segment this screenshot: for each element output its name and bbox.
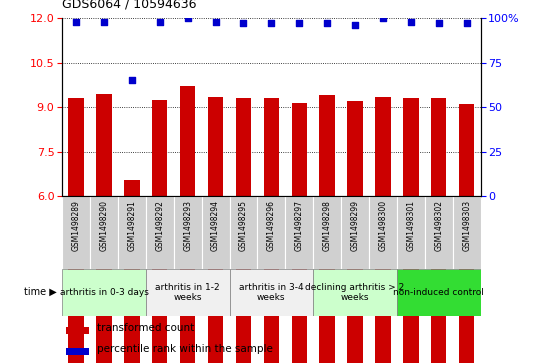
Bar bbox=[124, 180, 139, 363]
Text: GSM1498300: GSM1498300 bbox=[379, 200, 388, 251]
Text: non-induced control: non-induced control bbox=[393, 288, 484, 297]
Text: GDS6064 / 10594636: GDS6064 / 10594636 bbox=[62, 0, 197, 11]
Text: GSM1498297: GSM1498297 bbox=[295, 200, 303, 250]
Text: GSM1498296: GSM1498296 bbox=[267, 200, 276, 250]
Point bbox=[211, 19, 220, 25]
Text: transformed count: transformed count bbox=[97, 323, 194, 333]
Bar bbox=[230, 269, 313, 316]
Bar bbox=[403, 98, 418, 363]
Bar bbox=[118, 196, 146, 269]
Point bbox=[72, 19, 80, 25]
Bar bbox=[201, 196, 229, 269]
Point bbox=[156, 19, 164, 25]
Bar bbox=[146, 196, 174, 269]
Point bbox=[99, 19, 108, 25]
Point bbox=[239, 21, 248, 26]
Bar bbox=[264, 98, 279, 363]
Bar bbox=[459, 104, 474, 363]
Text: GSM1498289: GSM1498289 bbox=[71, 200, 80, 250]
Text: GSM1498302: GSM1498302 bbox=[434, 200, 443, 250]
Text: arthritis in 3-4
weeks: arthritis in 3-4 weeks bbox=[239, 282, 303, 302]
Bar bbox=[292, 103, 307, 363]
Bar bbox=[397, 196, 425, 269]
Bar bbox=[152, 100, 167, 363]
Bar bbox=[66, 348, 89, 355]
Bar bbox=[236, 98, 251, 363]
Bar bbox=[230, 196, 258, 269]
Point bbox=[183, 15, 192, 21]
Text: declining arthritis > 2
weeks: declining arthritis > 2 weeks bbox=[306, 282, 404, 302]
Bar bbox=[431, 98, 447, 363]
Bar bbox=[62, 269, 146, 316]
Bar bbox=[453, 196, 481, 269]
Text: GSM1498299: GSM1498299 bbox=[350, 200, 360, 250]
Bar bbox=[320, 95, 335, 363]
Bar bbox=[313, 196, 341, 269]
Point bbox=[407, 19, 415, 25]
Text: arthritis in 0-3 days: arthritis in 0-3 days bbox=[59, 288, 149, 297]
Text: time ▶: time ▶ bbox=[24, 287, 57, 297]
Point bbox=[127, 77, 136, 83]
Point bbox=[295, 21, 303, 26]
Text: GSM1498295: GSM1498295 bbox=[239, 200, 248, 250]
Bar bbox=[397, 269, 481, 316]
Point bbox=[434, 21, 443, 26]
Bar bbox=[174, 196, 201, 269]
Point bbox=[351, 23, 360, 28]
Text: GSM1498291: GSM1498291 bbox=[127, 200, 136, 250]
Point bbox=[323, 21, 332, 26]
Bar bbox=[258, 196, 285, 269]
Bar bbox=[208, 97, 223, 363]
Bar bbox=[90, 196, 118, 269]
Text: GSM1498292: GSM1498292 bbox=[156, 200, 164, 250]
Text: GSM1498293: GSM1498293 bbox=[183, 200, 192, 250]
Point bbox=[379, 15, 387, 21]
Text: GSM1498298: GSM1498298 bbox=[323, 200, 332, 250]
Text: percentile rank within the sample: percentile rank within the sample bbox=[97, 344, 273, 354]
Text: GSM1498301: GSM1498301 bbox=[406, 200, 415, 250]
Text: GSM1498290: GSM1498290 bbox=[99, 200, 109, 250]
Bar bbox=[375, 97, 390, 363]
Bar bbox=[285, 196, 313, 269]
Bar bbox=[96, 94, 112, 363]
Text: arthritis in 1-2
weeks: arthritis in 1-2 weeks bbox=[156, 282, 220, 302]
Bar bbox=[425, 196, 453, 269]
Bar bbox=[62, 196, 90, 269]
Bar bbox=[347, 101, 363, 363]
Bar bbox=[69, 98, 84, 363]
Bar bbox=[146, 269, 230, 316]
Point bbox=[462, 21, 471, 26]
Bar bbox=[369, 196, 397, 269]
Point bbox=[267, 21, 275, 26]
Text: GSM1498294: GSM1498294 bbox=[211, 200, 220, 250]
Text: GSM1498303: GSM1498303 bbox=[462, 200, 471, 251]
Bar bbox=[341, 196, 369, 269]
Bar bbox=[180, 86, 195, 363]
Bar bbox=[313, 269, 397, 316]
Bar bbox=[66, 327, 89, 334]
